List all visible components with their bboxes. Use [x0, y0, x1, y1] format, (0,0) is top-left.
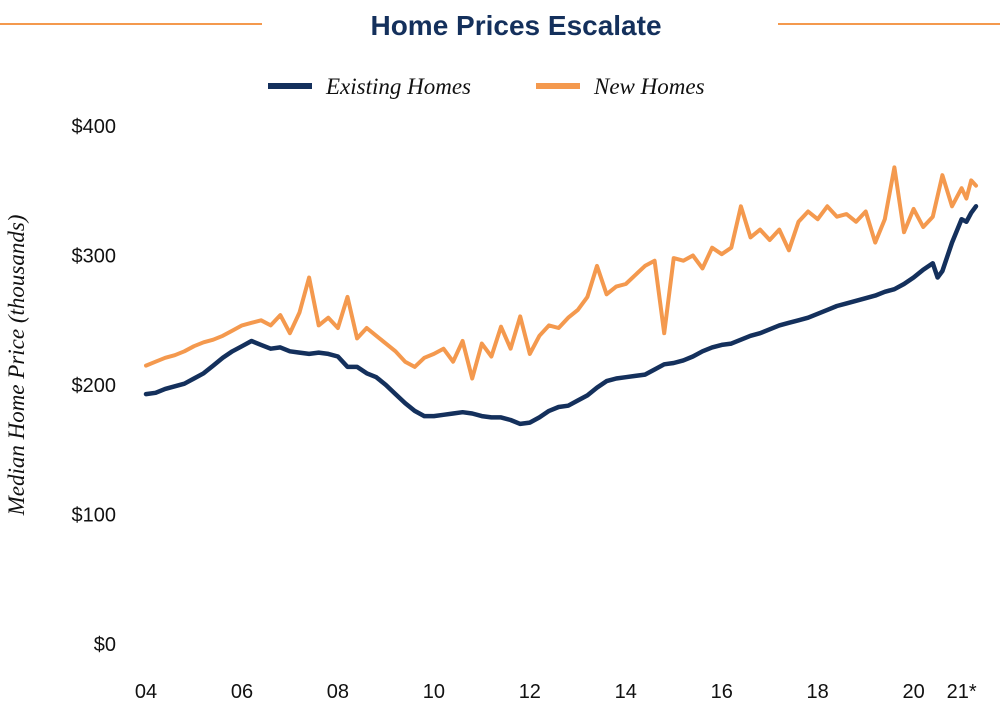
x-tick-label: 12: [519, 681, 541, 703]
y-axis-label: Median Home Price (thousands): [4, 215, 29, 517]
x-tick-label: 06: [231, 681, 253, 703]
series-line-existing-homes: [143, 204, 979, 427]
series-line-new-homes: [144, 165, 978, 381]
series-layer: [143, 165, 979, 427]
y-tick-label: $400: [72, 116, 117, 138]
y-tick-label: $0: [94, 634, 116, 656]
x-tick-label: 08: [327, 681, 349, 703]
y-tick-label: $300: [72, 246, 117, 268]
x-tick-label: 16: [711, 681, 733, 703]
legend-label-new: New Homes: [593, 74, 705, 99]
x-tick-label: 21*: [947, 681, 977, 703]
x-tick-label: 14: [615, 681, 637, 703]
y-axis-ticks: $0 $100 $200 $300 $400: [72, 116, 117, 656]
y-tick-label: $200: [72, 375, 117, 397]
x-axis-ticks: 04 06 08 10 12 14 16 18 20 21*: [135, 681, 977, 703]
x-tick-label: 18: [807, 681, 829, 703]
chart-title: Home Prices Escalate: [370, 10, 661, 41]
x-tick-label: 20: [903, 681, 925, 703]
legend-label-existing: Existing Homes: [325, 74, 471, 99]
x-tick-label: 04: [135, 681, 157, 703]
x-tick-label: 10: [423, 681, 445, 703]
legend: Existing Homes New Homes: [268, 74, 705, 99]
y-tick-label: $100: [72, 505, 117, 527]
